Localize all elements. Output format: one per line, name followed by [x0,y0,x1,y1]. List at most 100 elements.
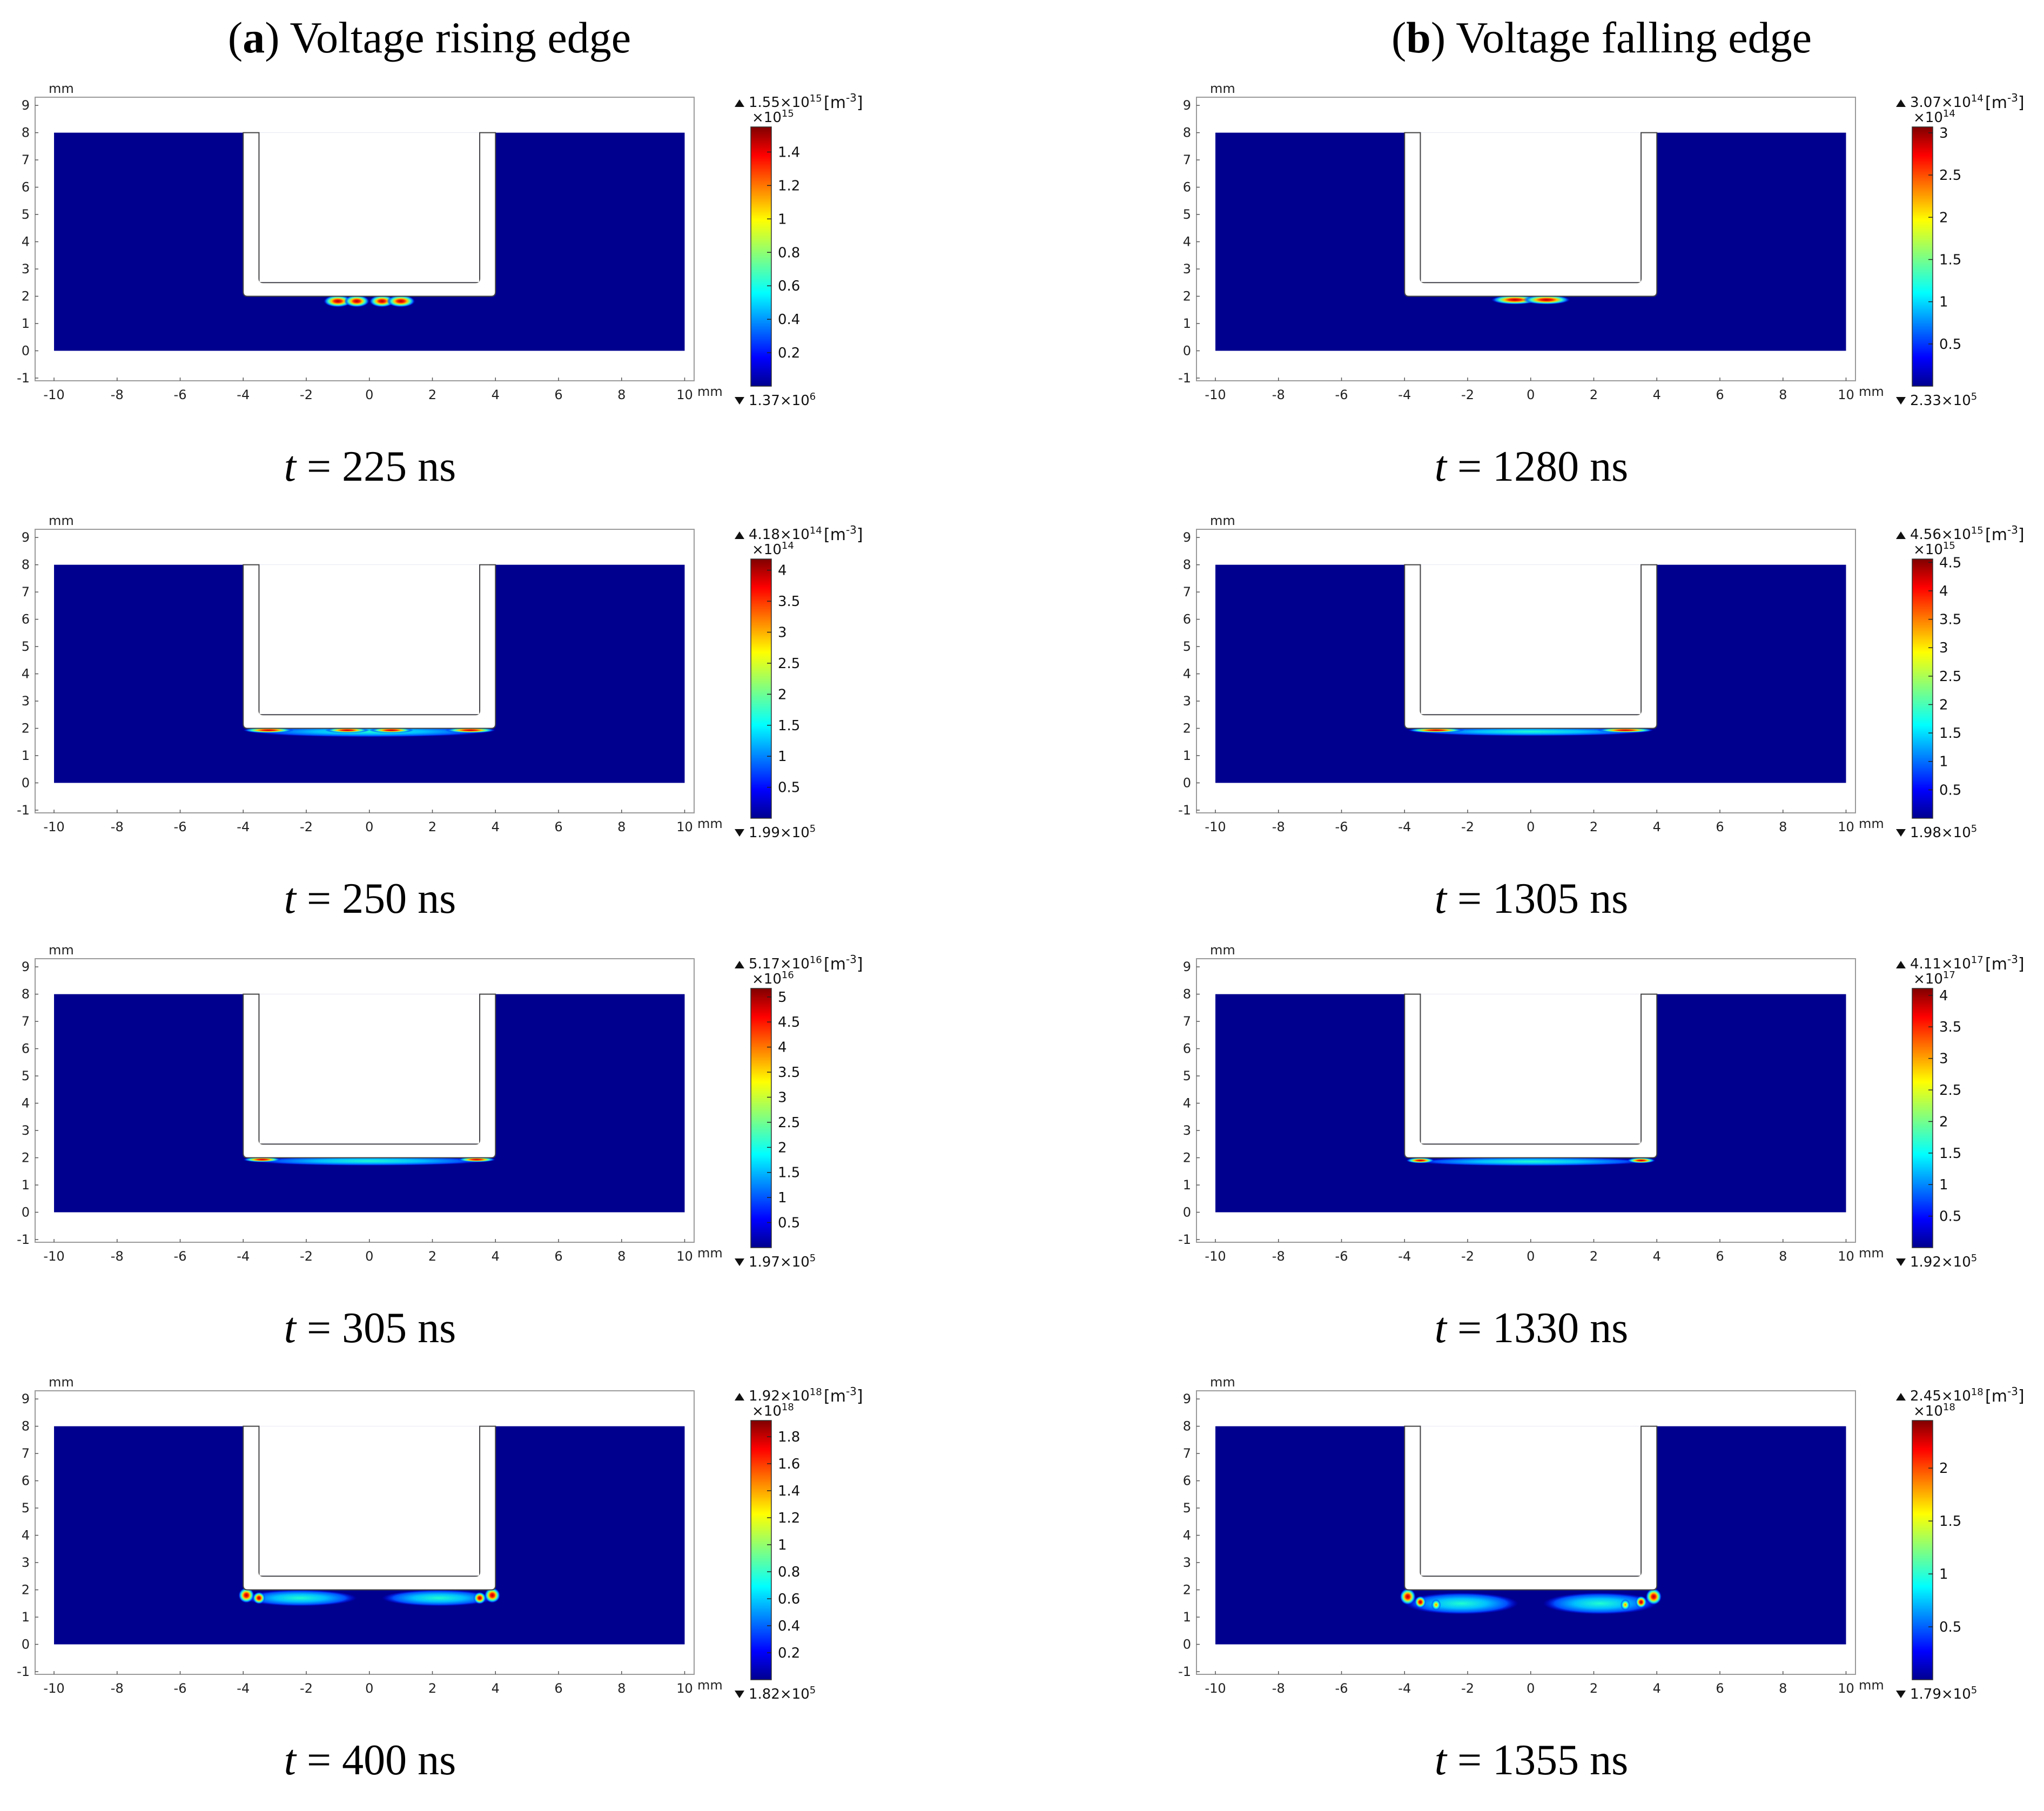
colorbar-tick-label: 2.5 [1939,669,1961,685]
density-spots [243,726,496,737]
density-spot [249,1156,489,1166]
density-spot [473,1592,486,1604]
colorbar-max-label: 2.45×1018 [1910,1386,1984,1405]
y-tick-label: 9 [22,959,30,974]
x-tick-label: 0 [1527,1681,1535,1696]
colorbar-tick-label: 4 [778,563,787,579]
colorbar-tick-label: 3.5 [778,594,800,610]
density-spot [484,1587,501,1603]
density-spot [1523,295,1570,305]
x-tick-label: 0 [365,819,373,834]
y-tick-label: 5 [1183,1068,1191,1083]
x-tick-label: 4 [492,387,500,402]
density-unit-label: [m-3] [1985,1385,2025,1406]
heatmap-panel-2: -10 -8 -6 -4 -2 0 2 4 6 8 10-10123456789mmmm0.511.… [17,513,863,923]
colorbar-max-label: 4.11×1017 [1910,954,1984,973]
colorbar-tick-label: 0.2 [778,345,800,361]
colorbar-max-label: 5.17×1016 [749,954,822,973]
y-tick-label: 3 [22,1123,30,1138]
y-tick-label: 5 [1183,207,1191,222]
colorbar-tick-label: 1 [1939,1177,1948,1193]
colorbar-tick-label: 2.5 [778,656,800,672]
y-tick-label: 8 [1183,1419,1191,1434]
max-triangle-icon [1896,1393,1906,1401]
max-triangle-icon [1896,531,1906,539]
time-caption: t = 1355 ns [1435,1736,1628,1784]
colorbar-tick-label: 5 [778,989,787,1006]
x-tick-label: 6 [1716,1681,1724,1696]
x-tick-label: 4 [492,819,500,834]
y-tick-label: -1 [1178,371,1191,386]
density-unit-label: [m-3] [1985,523,2025,544]
y-tick-label: 8 [22,1419,30,1434]
x-tick-label: 10 [676,819,693,834]
density-spot [1404,1592,1518,1614]
colorbar [750,558,772,819]
x-tick-label: 8 [1779,387,1787,402]
y-tick-label: 4 [22,1096,30,1111]
colorbar-tick-label: 0.5 [778,1215,800,1231]
y-tick-label: 6 [1183,1473,1191,1489]
x-tick-label: 2 [1590,1681,1598,1696]
colorbar-min-label: 1.97×105 [749,1253,816,1271]
density-spot [1431,1599,1441,1611]
y-tick-label: 2 [1183,1150,1191,1166]
colorbar-tick-label: 3.5 [1939,1019,1961,1035]
density-spot [458,1157,496,1162]
density-spot [386,295,415,307]
electrode-interior [259,564,480,715]
y-tick-label: 7 [1183,584,1191,600]
density-spot [369,727,414,733]
time-caption: t = 225 ns [284,443,456,490]
colorbar-tick-label: 3.5 [1939,612,1961,628]
y-tick-label: 7 [1183,1014,1191,1029]
y-tick-label: 4 [22,1528,30,1543]
colorbar-tick-label: 2 [778,1140,787,1156]
density-spot [324,295,352,307]
x-tick-label: 2 [1590,819,1598,834]
colorbar-tick-label: 1.2 [778,178,800,194]
colorbar-tick-label: 2 [1939,210,1948,226]
y-tick-label: 0 [22,1204,30,1220]
colorbar-max-label: 4.18×1014 [749,525,822,543]
y-tick-label: 8 [1183,125,1191,140]
colorbar-scale-label: ×1018 [1913,1402,1955,1420]
x-tick-label: -6 [1335,1681,1348,1696]
y-tick-label: 3 [22,261,30,277]
y-tick-label: 9 [22,530,30,545]
x-tick-label: -8 [1272,1681,1285,1696]
density-spot [1645,1588,1662,1605]
x-tick-label: 4 [1653,387,1661,402]
density-spot [1543,1592,1657,1614]
y-tick-label: 1 [22,316,30,331]
x-tick-label: -4 [1398,1249,1411,1264]
x-tick-label: 0 [1527,819,1535,834]
y-tick-label: 3 [22,694,30,709]
x-tick-label: 10 [1838,819,1854,834]
x-tick-label: -4 [237,819,250,834]
y-tick-label: 5 [22,1500,30,1516]
colorbar-tick-label: 1.5 [1939,1513,1961,1530]
y-tick-label: 0 [1183,343,1191,358]
x-tick-label: 0 [365,1249,373,1264]
colorbar-min-label: 1.92×105 [1910,1253,1977,1271]
density-spots [243,1156,496,1166]
heatmap-panel-8: -10 -8 -6 -4 -2 0 2 4 6 8 10-10123456789mmmm0.511.… [1178,1375,2025,1784]
heatmap-panel-3: -10 -8 -6 -4 -2 0 2 4 6 8 10-10123456789mmmm0.511.… [17,942,863,1352]
colorbar-max-label: 4.56×1015 [1910,525,1984,543]
colorbar-tick-label: 0.5 [1939,1619,1961,1635]
y-tick-label: 9 [1183,1391,1191,1406]
y-tick-label: 7 [22,152,30,167]
colorbar-tick-label: 2 [1939,1114,1948,1130]
colorbar-scale-label: ×1015 [752,108,794,126]
colorbar-tick-label: 1 [1939,1566,1948,1583]
colorbar-tick-label: 0.5 [1939,782,1961,798]
density-spot [238,1587,254,1603]
x-tick-label: -2 [300,1681,313,1696]
y-tick-label: 7 [1183,152,1191,167]
y-tick-label: 0 [22,775,30,790]
x-axis-unit: mm [697,816,723,831]
x-tick-label: -4 [237,1249,250,1264]
x-tick-label: -10 [43,387,64,402]
